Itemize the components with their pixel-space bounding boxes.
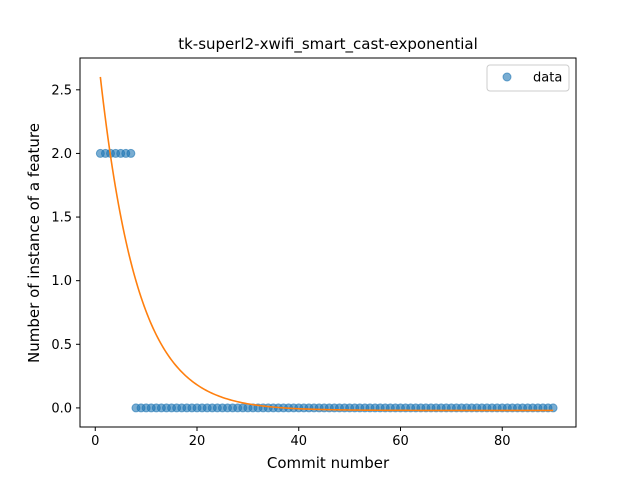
x-tick-label: 40 — [290, 434, 307, 449]
legend: data — [486, 64, 570, 92]
plot-area — [95, 76, 558, 413]
fit-line — [99, 76, 554, 412]
x-tick-label: 60 — [392, 434, 409, 449]
y-tick-label: 2.0 — [51, 147, 72, 162]
y-tick-label: 1.5 — [51, 211, 72, 226]
y-tick-label: 1.0 — [51, 274, 72, 289]
x-tick-label: 0 — [91, 434, 99, 449]
data-point — [126, 148, 136, 158]
y-tick-label: 2.5 — [51, 83, 72, 98]
chart-title: tk-superl2-xwifi_smart_cast-exponential — [178, 35, 478, 54]
x-axis-title: Commit number — [267, 454, 390, 472]
x-tick-label: 80 — [494, 434, 511, 449]
y-tick-label: 0.5 — [51, 338, 72, 353]
x-tick-label: 20 — [189, 434, 206, 449]
axes-frame — [79, 57, 577, 428]
y-axis-title: Number of instance of a feature — [25, 123, 43, 363]
legend-box — [486, 64, 570, 92]
legend-label: data — [533, 71, 562, 86]
legend-marker — [502, 72, 512, 82]
y-tick-label: 0.0 — [51, 401, 72, 416]
axes: 0 20 40 60 80 0.0 0.5 1.0 1.5 2.0 2.5 — [51, 57, 577, 449]
